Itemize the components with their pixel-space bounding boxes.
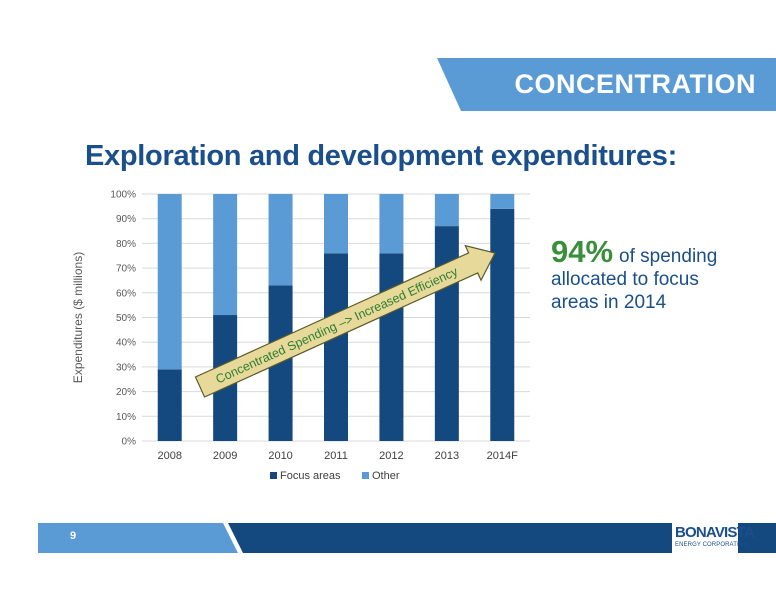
arrow-shape	[194, 244, 496, 398]
y-tick-label: 90%	[116, 214, 136, 225]
x-tick-label: 2013	[435, 450, 459, 462]
bar-focus-2014F	[490, 208, 515, 441]
banner-title: CONCENTRATION	[514, 69, 756, 99]
page-number: 9	[70, 530, 77, 542]
x-tick-label: 2012	[379, 450, 403, 462]
slide-title: Exploration and development expenditures…	[85, 140, 677, 172]
bar-other-2008	[157, 194, 182, 370]
y-tick-label: 60%	[116, 288, 136, 299]
expenditure-chart: 0% 10% 20% 30% 40% 50% 60% 70% 80% 90% 100% Expendi…	[71, 190, 530, 482]
x-tick-label: 2014F	[487, 450, 518, 462]
bar-focus-2012	[379, 253, 404, 441]
legend-swatch-other	[362, 472, 369, 479]
company-logo: BONAVISTA ENERGY CORPORATION	[672, 523, 755, 553]
bar-other-2014F	[490, 194, 515, 209]
logo-wordmark: BONAVISTA	[675, 524, 755, 541]
bar-other-2011	[324, 194, 348, 254]
legend-label-focus: Focus areas	[280, 470, 341, 482]
bar-other-2010	[268, 194, 293, 286]
x-tick-label: 2008	[157, 450, 181, 462]
y-tick-label: 0%	[122, 437, 137, 448]
y-tick-label: 50%	[116, 313, 136, 324]
bar-focus-2008	[157, 369, 182, 441]
y-tick-label: 10%	[116, 412, 136, 423]
y-tick-label: 40%	[116, 338, 136, 349]
x-tick-label: 2011	[324, 450, 348, 462]
x-tick-label: 2010	[268, 450, 292, 462]
y-tick-label: 70%	[116, 264, 136, 275]
callout-text: of spending allocated to focus areas in …	[551, 246, 718, 313]
logo-subtitle: ENERGY CORPORATION	[675, 542, 748, 548]
legend-swatch-focus	[270, 472, 277, 479]
y-tick-label: 30%	[116, 362, 136, 373]
bar-other-2012	[379, 194, 404, 254]
y-axis-label: Expenditures ($ millions)	[71, 252, 85, 383]
bar-other-2009	[213, 194, 238, 316]
banner-shape	[437, 58, 776, 111]
footer-bar	[38, 523, 776, 553]
bar-other-2013	[434, 194, 459, 227]
x-tick-label: 2009	[213, 450, 237, 462]
y-tick-label: 80%	[116, 239, 136, 250]
y-tick-label: 100%	[110, 190, 136, 201]
callout-value: 94%	[551, 234, 614, 269]
y-tick-label: 20%	[116, 387, 136, 398]
callout: 94% of spending allocated to focus areas …	[551, 236, 751, 314]
footer-shape	[38, 523, 776, 553]
legend-label-other: Other	[372, 470, 400, 482]
section-banner: CONCENTRATION	[437, 58, 776, 111]
bar-focus-2011	[324, 253, 348, 441]
